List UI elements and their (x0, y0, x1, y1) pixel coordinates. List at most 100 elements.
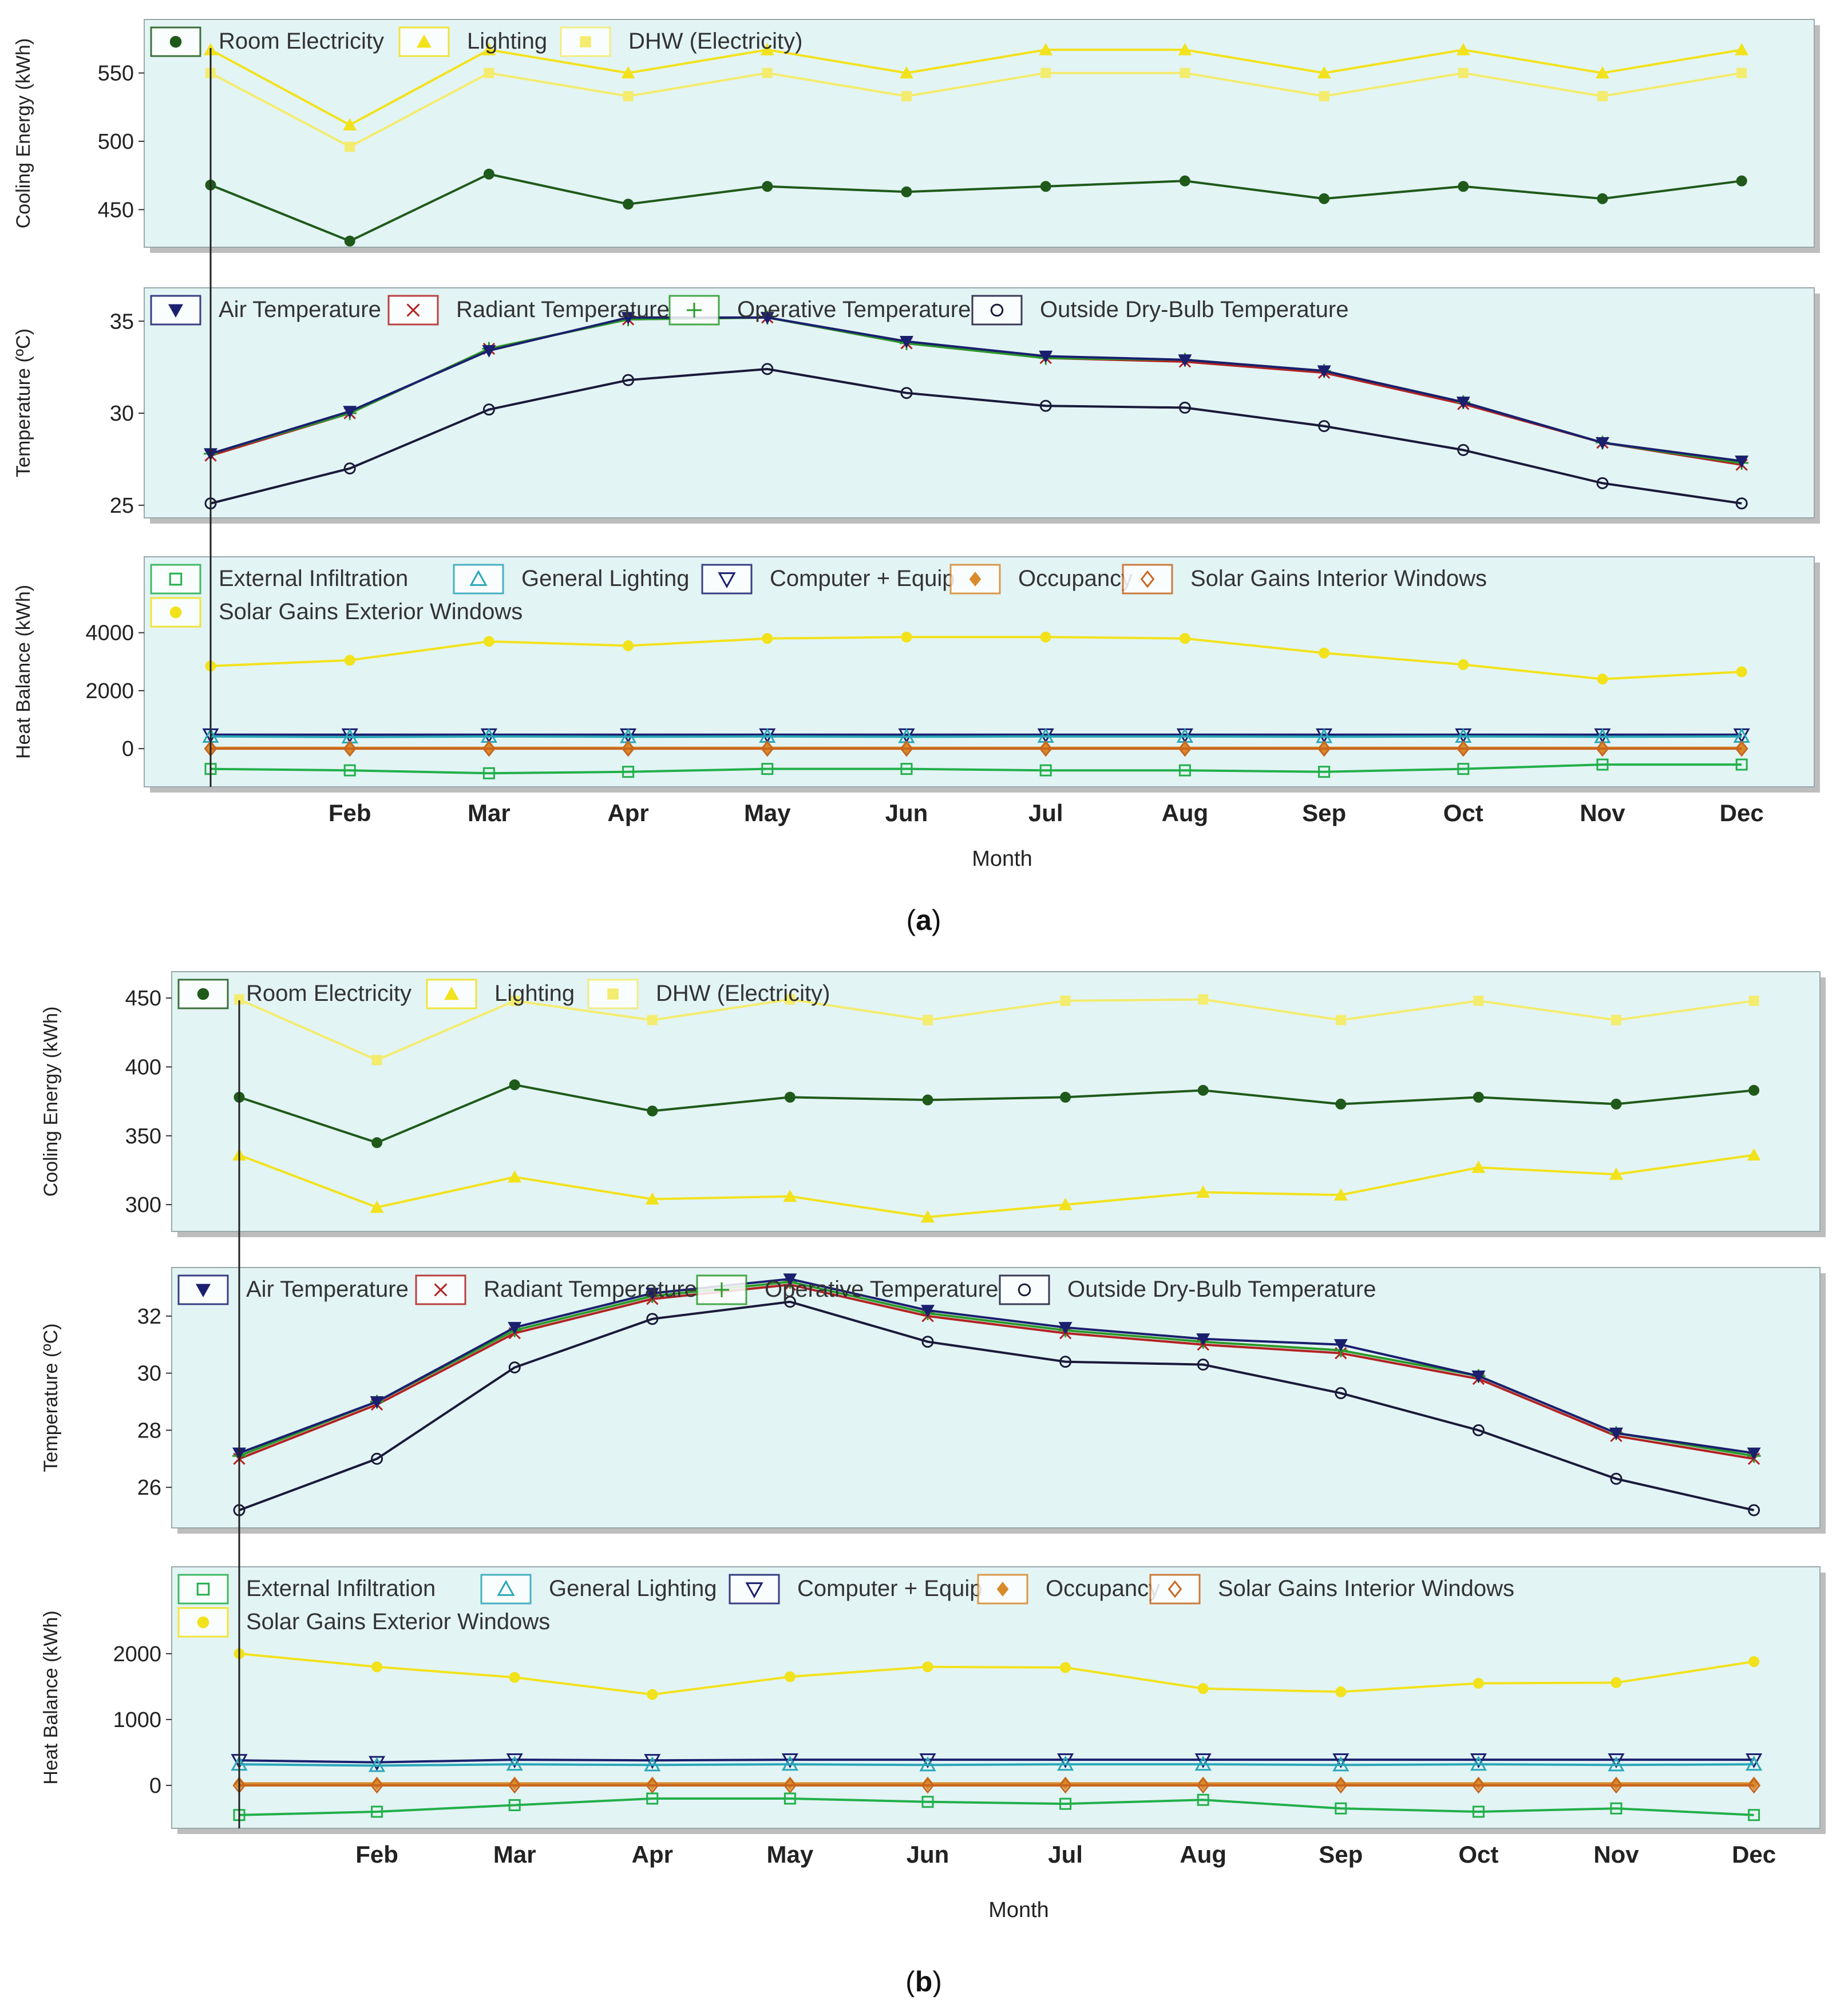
legend-swatch-box (177, 1574, 229, 1605)
data-point (623, 640, 634, 651)
legend-item-external-infiltration: External Infiltration (150, 564, 408, 595)
series-room-electricity (234, 1079, 1760, 1148)
legend-swatch-box (1149, 1574, 1201, 1605)
legend-item-outside-dry-bulb: Outside Dry-Bulb Temperature (971, 295, 1349, 326)
data-point (1610, 1472, 1623, 1485)
data-point (509, 1079, 520, 1091)
data-point (1039, 350, 1053, 363)
x-axis-label: Month (972, 847, 1032, 871)
data-point (1735, 740, 1748, 757)
data-point (1317, 365, 1331, 378)
data-point (1197, 1359, 1209, 1371)
data-point (1735, 758, 1748, 771)
legend-swatch-box (949, 564, 1001, 595)
data-point (783, 1273, 797, 1286)
data-point-shape (644, 1756, 661, 1772)
data-point-shape (921, 1305, 935, 1317)
panel-background (171, 1267, 1821, 1528)
data-point (761, 763, 774, 775)
legend-marker (417, 34, 432, 48)
legend-swatch-box (999, 1274, 1050, 1305)
data-point-shape (784, 1091, 796, 1103)
y-tick-label: 30 (110, 402, 134, 426)
data-point-shape (1333, 1188, 1348, 1201)
data-point-shape (1319, 647, 1330, 659)
data-point-shape (762, 181, 773, 192)
data-point (1736, 666, 1747, 678)
data-point (1039, 740, 1052, 757)
data-point (1334, 1777, 1348, 1794)
data-point-shape (344, 235, 355, 247)
legend-label: Radiant Temperature (484, 1277, 697, 1302)
data-point-shape (506, 1753, 523, 1769)
data-point-shape (1748, 1656, 1760, 1668)
legend-swatch-box (701, 564, 753, 595)
data-point-shape (1748, 995, 1759, 1006)
panel-2: 26 28 30 32 Temperature (ºC) Air Temperature R… (40, 1267, 1826, 1534)
data-point-shape (622, 766, 635, 778)
data-point (1458, 68, 1469, 78)
data-point (1473, 1678, 1484, 1689)
legend: External Infiltration General Lighting Com… (177, 1574, 1514, 1638)
data-point-shape (1736, 175, 1747, 187)
data-point (1457, 740, 1470, 757)
x-tick-label: Dec (1732, 1841, 1776, 1868)
data-point-shape (1610, 1776, 1622, 1791)
data-point-shape (1057, 1753, 1074, 1769)
data-point-shape (1611, 1015, 1621, 1025)
data-point (921, 1305, 935, 1317)
data-point (370, 1777, 384, 1794)
data-point (1473, 995, 1484, 1006)
legend-swatch-box (696, 1274, 747, 1305)
legend-marker-shape (996, 1582, 1009, 1597)
legend-marker (607, 988, 619, 1000)
data-point (1748, 995, 1759, 1006)
data-point (1319, 91, 1329, 102)
data-point (1333, 1339, 1348, 1352)
data-point (1735, 497, 1748, 510)
data-point (900, 763, 913, 775)
legend-label: Outside Dry-Bulb Temperature (1040, 297, 1349, 322)
data-point-shape (1058, 1322, 1073, 1334)
data-point-shape (1194, 1753, 1212, 1769)
series-dhw (234, 994, 1759, 1066)
legend-marker (1018, 1283, 1031, 1297)
x-tick-label: Apr (607, 799, 648, 826)
data-point-shape (1735, 740, 1748, 757)
data-point (1197, 1683, 1209, 1694)
legend-item-air-temperature: Air Temperature (177, 1274, 409, 1305)
data-point-shape (508, 1799, 521, 1811)
data-point-shape (1039, 399, 1052, 412)
legend-marker-shape (1018, 1283, 1031, 1297)
legend-marker (434, 1283, 448, 1297)
series-lighting (232, 1148, 1761, 1223)
data-point-shape (1178, 401, 1191, 414)
legend-label: Occupancy (1046, 1576, 1160, 1601)
data-point-shape (509, 1079, 520, 1091)
legend-item-lighting: Lighting (426, 979, 575, 1009)
x-tick-label: Jun (907, 1841, 949, 1868)
series-line (239, 1083, 1754, 1144)
data-point-shape (783, 1792, 796, 1805)
data-point (785, 994, 796, 1005)
data-point-shape (1196, 1777, 1210, 1794)
legend-marker (169, 606, 182, 619)
data-point-shape (621, 66, 635, 79)
legend-swatch-box (971, 295, 1023, 326)
series-line (239, 1763, 1754, 1767)
data-point-shape (1319, 91, 1329, 102)
data-point (1332, 1756, 1350, 1772)
data-point-shape (369, 1756, 386, 1771)
legend-marker-shape (745, 1582, 763, 1599)
data-point-shape (1040, 181, 1051, 192)
legend-marker (469, 569, 488, 586)
legend-item-solar-interior: Solar Gains Interior Windows (1122, 564, 1487, 595)
series-air-temperature (204, 312, 1749, 468)
data-point (1039, 764, 1052, 777)
data-point-shape (1179, 175, 1190, 187)
data-point-shape (344, 655, 355, 666)
data-point-shape (1735, 758, 1748, 771)
data-point (646, 1792, 659, 1805)
panel-1: 300 350 400 450 Cooling Energy (kWh) Room Ele… (40, 971, 1826, 1237)
legend: External Infiltration General Lighting Com… (150, 564, 1487, 628)
